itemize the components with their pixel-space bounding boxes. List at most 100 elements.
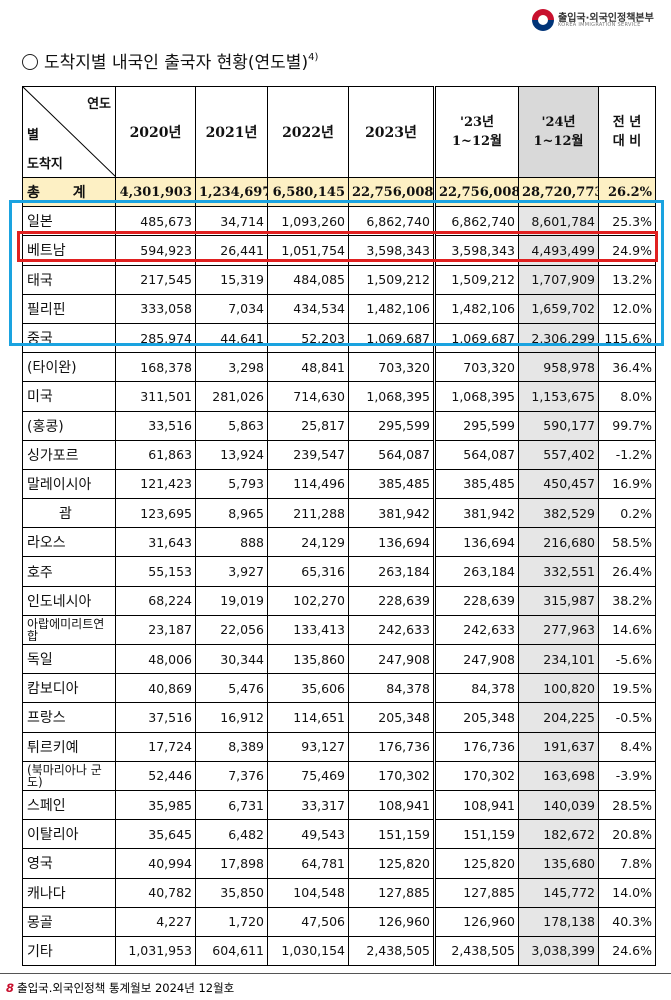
col-header-2023: 2023년 bbox=[348, 86, 435, 178]
table-row: 미국 311,501 281,026 714,630 1,068,395 1,068,39… bbox=[22, 381, 656, 412]
value-cell-2023: 127,885 bbox=[348, 877, 435, 908]
total-yoy: 26.2% bbox=[598, 176, 656, 208]
value-cell-2022: 114,651 bbox=[267, 702, 349, 733]
table-row: 프랑스 37,516 16,912 114,651 205,348 205,348 204,… bbox=[22, 702, 656, 733]
table-row: 인도네시아 68,224 19,019 102,270 228,639 228,639 31… bbox=[22, 585, 656, 616]
value-cell-2022: 48,841 bbox=[267, 352, 349, 383]
value-cell-24-jan-dec: 1,659,702 bbox=[518, 293, 599, 324]
total-row: 총 계 4,301,903 1,234,697 6,580,145 22,756… bbox=[22, 176, 656, 208]
value-cell-2021: 44,641 bbox=[195, 322, 268, 354]
value-cell-23-jan-dec: 151,159 bbox=[433, 819, 519, 850]
corner-diagonal bbox=[23, 87, 115, 177]
total-23-jan-dec: 22,756,008 bbox=[433, 176, 519, 208]
value-cell-2023: 151,159 bbox=[348, 819, 435, 850]
value-cell-23-jan-dec: 3,598,343 bbox=[433, 235, 519, 266]
value-cell-24-jan-dec: 590,177 bbox=[518, 410, 599, 441]
value-cell-2022: 239,547 bbox=[267, 439, 349, 470]
destination-cell: 일본 bbox=[22, 206, 116, 237]
value-cell-yoy: 8.4% bbox=[598, 731, 656, 762]
value-cell-2020: 121,423 bbox=[115, 468, 196, 500]
value-cell-2021: 19,019 bbox=[195, 585, 268, 616]
destination-cell: 캐나다 bbox=[22, 877, 116, 908]
value-cell-2022: 135,860 bbox=[267, 643, 349, 675]
corner-year-label: 연도 bbox=[87, 97, 111, 112]
value-cell-2022: 434,534 bbox=[267, 293, 349, 324]
value-cell-2021: 30,344 bbox=[195, 643, 268, 675]
col-header-24-jan-dec: '24년 1~12월 bbox=[518, 86, 599, 178]
corner-header: 연도 별 도착지 bbox=[22, 86, 116, 178]
value-cell-2022: 35,606 bbox=[267, 673, 349, 704]
value-cell-2022: 1,051,754 bbox=[267, 235, 349, 266]
value-cell-yoy: 7.8% bbox=[598, 848, 656, 879]
table-row: 캄보디아 40,869 5,476 35,606 84,378 84,378 100,820… bbox=[22, 673, 656, 704]
value-cell-2022: 1,093,260 bbox=[267, 206, 349, 237]
value-cell-24-jan-dec: 315,987 bbox=[518, 585, 599, 616]
value-cell-2023: 1,482,106 bbox=[348, 293, 435, 324]
value-cell-2020: 485,673 bbox=[115, 206, 196, 237]
value-cell-2020: 35,645 bbox=[115, 819, 196, 850]
table-row: 기타 1,031,953 604,611 1,030,154 2,438,505 2,43… bbox=[22, 935, 656, 967]
value-cell-yoy: 58.5% bbox=[598, 527, 656, 558]
taegeuk-emblem-icon bbox=[532, 9, 554, 31]
value-cell-2022: 1,030,154 bbox=[267, 935, 349, 967]
destination-cell: 이탈리아 bbox=[22, 819, 116, 850]
value-cell-23-jan-dec: 263,184 bbox=[433, 556, 519, 587]
value-cell-24-jan-dec: 958,978 bbox=[518, 352, 599, 383]
value-cell-23-jan-dec: 1,482,106 bbox=[433, 293, 519, 324]
value-cell-2022: 65,316 bbox=[267, 556, 349, 587]
value-cell-23-jan-dec: 295,599 bbox=[433, 410, 519, 441]
value-cell-2022: 484,085 bbox=[267, 264, 349, 295]
value-cell-24-jan-dec: 557,402 bbox=[518, 439, 599, 470]
title-text: 도착지별 내국인 출국자 현황(연도별) bbox=[44, 53, 309, 73]
table-row: 스페인 35,985 6,731 33,317 108,941 108,941 140,03… bbox=[22, 789, 656, 821]
page-title: 도착지별 내국인 출국자 현황(연도별)4) bbox=[22, 48, 318, 73]
value-cell-2020: 333,058 bbox=[115, 293, 196, 324]
value-cell-24-jan-dec: 216,680 bbox=[518, 527, 599, 558]
value-cell-yoy: 38.2% bbox=[598, 585, 656, 616]
value-cell-2021: 15,319 bbox=[195, 264, 268, 295]
table-row: 호주 55,153 3,927 65,316 263,184 263,184 332,551… bbox=[22, 556, 656, 587]
value-cell-2022: 64,781 bbox=[267, 848, 349, 879]
value-cell-yoy: 115.6% bbox=[598, 322, 656, 354]
value-cell-2023: 247,908 bbox=[348, 643, 435, 675]
col-header-2022: 2022년 bbox=[267, 86, 349, 178]
value-cell-23-jan-dec: 247,908 bbox=[433, 643, 519, 675]
table-row: 말레이시아 121,423 5,793 114,496 385,485 385,485 45… bbox=[22, 468, 656, 500]
destination-cell: 호주 bbox=[22, 556, 116, 587]
destination-cell: 미국 bbox=[22, 381, 116, 412]
table-row: 독일 48,006 30,344 135,860 247,908 247,908 234,1… bbox=[22, 643, 656, 675]
value-cell-yoy: 24.6% bbox=[598, 935, 656, 967]
value-cell-24-jan-dec: 204,225 bbox=[518, 702, 599, 733]
header-row: 연도 별 도착지 2020년 2021년 2022년 2023년 '23년 1~… bbox=[22, 86, 656, 178]
table-row: 라오스 31,643 888 24,129 136,694 136,694 216,680 5… bbox=[22, 527, 656, 558]
value-cell-2022: 211,288 bbox=[267, 498, 349, 529]
value-cell-2021: 5,793 bbox=[195, 468, 268, 500]
value-cell-2020: 68,224 bbox=[115, 585, 196, 616]
col-header-yoy: 전 년 대 비 bbox=[598, 86, 656, 178]
value-cell-24-jan-dec: 382,529 bbox=[518, 498, 599, 529]
value-cell-23-jan-dec: 385,485 bbox=[433, 468, 519, 500]
value-cell-24-jan-dec: 234,101 bbox=[518, 643, 599, 675]
value-cell-2020: 31,643 bbox=[115, 527, 196, 558]
value-cell-2022: 714,630 bbox=[267, 381, 349, 412]
value-cell-23-jan-dec: 703,320 bbox=[433, 352, 519, 383]
value-cell-2022: 33,317 bbox=[267, 789, 349, 821]
value-cell-23-jan-dec: 2,438,505 bbox=[433, 935, 519, 967]
table-row: 아랍에미리트연합 23,187 22,056 133,413 242,633 242,63… bbox=[22, 614, 656, 646]
value-cell-2023: 295,599 bbox=[348, 410, 435, 441]
destination-cell: 필리핀 bbox=[22, 293, 116, 324]
table-row: 영국 40,994 17,898 64,781 125,820 125,820 135,68… bbox=[22, 848, 656, 879]
table-row: 싱가포르 61,863 13,924 239,547 564,087 564,087 557… bbox=[22, 439, 656, 470]
logo-english-text: KOREA IMMIGRATION SERVICE bbox=[558, 22, 641, 28]
value-cell-yoy: 8.0% bbox=[598, 381, 656, 412]
value-cell-24-jan-dec: 3,038,399 bbox=[518, 935, 599, 967]
destination-cell: 태국 bbox=[22, 264, 116, 295]
value-cell-24-jan-dec: 145,772 bbox=[518, 877, 599, 908]
value-cell-yoy: -0.5% bbox=[598, 702, 656, 733]
departures-table: 연도 별 도착지 2020년 2021년 2022년 2023년 '23년 1~… bbox=[22, 86, 656, 967]
value-cell-2020: 1,031,953 bbox=[115, 935, 196, 967]
col-header-23-jan-dec: '23년 1~12월 bbox=[433, 86, 519, 178]
value-cell-2020: 311,501 bbox=[115, 381, 196, 412]
table-row: (타이완) 168,378 3,298 48,841 703,320 703,320 958… bbox=[22, 352, 656, 383]
destination-cell: (북마리아나 군도) bbox=[22, 760, 116, 791]
